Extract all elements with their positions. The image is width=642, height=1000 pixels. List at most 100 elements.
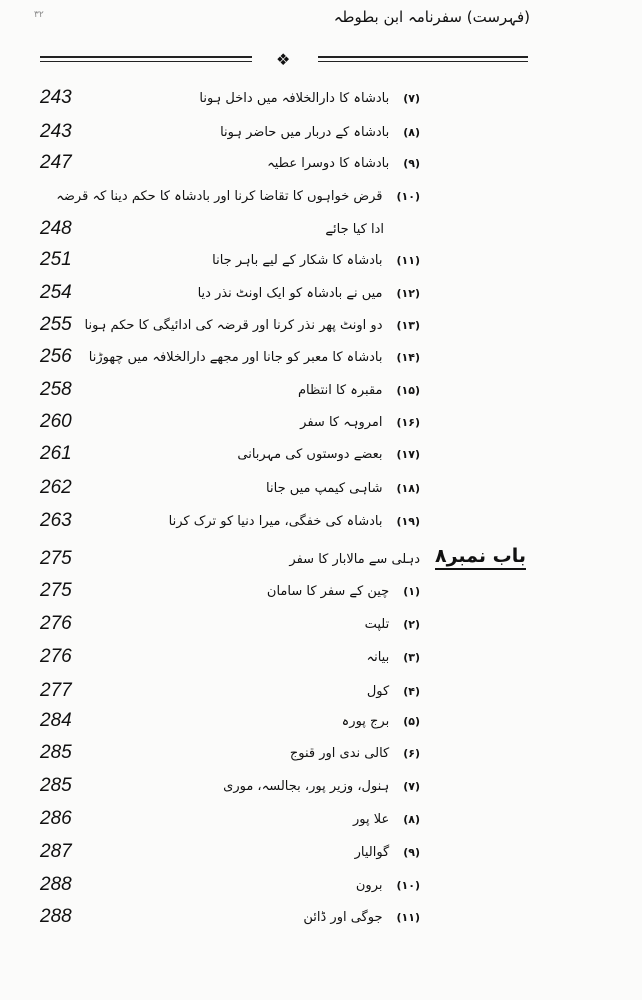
entry-number: (۹) xyxy=(403,846,420,859)
toc-entry: 262 (۱۸) شاہی کیمپ میں جانا xyxy=(0,476,642,506)
entry-number: (۱۷) xyxy=(396,448,421,461)
toc-entry: 288 (۱۰) برون xyxy=(0,873,642,903)
entry-text: ادا کیا جائے xyxy=(325,222,384,237)
toc-entry: 255 (۱۳) دو اونٹ پھر نذر کرنا اور قرضہ کی … xyxy=(0,313,642,343)
entry-title: (۱۱) بادشاہ کا شکار کے لیے باہر جانا xyxy=(212,250,420,272)
header-ornament-icon: ❖ xyxy=(276,50,291,69)
toc-entry: 288 (۱۱) جوگی اور ڈائن xyxy=(0,905,642,935)
page-number: 275 xyxy=(40,548,72,569)
entry-text: قرض خواہوں کا تقاضا کرنا اور بادشاہ کا ح… xyxy=(56,189,383,204)
entry-title: (۹) بادشاہ کا دوسرا عطیہ xyxy=(267,153,420,175)
entry-text: گوالیار xyxy=(354,845,390,860)
page-number: 288 xyxy=(40,906,72,927)
entry-title: (۶) کالی ندی اور قنوج xyxy=(290,743,420,765)
toc-entry: 243 (۸) بادشاہ کے دربار میں حاضر ہونا xyxy=(0,120,642,150)
entry-title: (۱۲) میں نے بادشاہ کو ایک اونٹ نذر دیا xyxy=(198,283,420,305)
entry-text: میں نے بادشاہ کو ایک اونٹ نذر دیا xyxy=(197,286,383,301)
entry-number: (۱۲) xyxy=(396,287,421,300)
entry-text: بادشاہ کا شکار کے لیے باہر جانا xyxy=(212,253,383,268)
toc-entry: (۱۰) قرض خواہوں کا تقاضا کرنا اور بادشاہ … xyxy=(0,184,642,214)
header-rule-right xyxy=(318,56,528,62)
page-number: 261 xyxy=(40,443,72,464)
toc-entry: 276 (۳) بیانہ xyxy=(0,645,642,675)
page-number: 285 xyxy=(40,742,72,763)
entry-text: کول xyxy=(366,684,390,699)
entry-text: دہلی سے مالابار کا سفر xyxy=(289,552,420,567)
entry-number: (۱۸) xyxy=(396,482,421,495)
entry-text: چین کے سفر کا سامان xyxy=(266,584,390,599)
chapter-heading: باب نمبر۸ xyxy=(434,545,526,570)
entry-title: (۹) گوالیار xyxy=(355,842,420,864)
entry-title: ادا کیا جائے xyxy=(325,219,384,241)
toc-entry: 243 (۷) بادشاہ کا دارالخلافہ میں داخل ہونا xyxy=(0,86,642,116)
page-number: 288 xyxy=(40,874,72,895)
entry-number: (۵) xyxy=(403,715,420,728)
toc-entry: 247 (۹) بادشاہ کا دوسرا عطیہ xyxy=(0,151,642,181)
entry-text: برج پورہ xyxy=(341,714,390,729)
page-number: 284 xyxy=(40,710,72,731)
entry-title: (۱۷) بعضے دوستوں کی مہربانی xyxy=(237,444,420,466)
running-header: (فہرست) سفرنامہ ابن بطوطہ xyxy=(333,8,530,26)
entry-number: (۱۶) xyxy=(396,416,421,429)
entry-title: (۴) کول xyxy=(367,681,420,703)
entry-title: (۱۱) جوگی اور ڈائن xyxy=(303,907,420,929)
toc-entry: 261 (۱۷) بعضے دوستوں کی مہربانی xyxy=(0,442,642,472)
entry-number: (۱۱) xyxy=(396,911,421,924)
entry-title: (۱۰) برون xyxy=(356,875,420,897)
entry-title: (۱۶) امروہہ کا سفر xyxy=(300,412,420,434)
page-number: 256 xyxy=(40,346,72,367)
entry-title: (۳) بیانہ xyxy=(366,647,420,669)
entry-number: (۱۵) xyxy=(396,384,421,397)
page-number: 276 xyxy=(40,613,72,634)
entry-title: (۱۵) مقبرہ کا انتظام xyxy=(298,380,420,402)
entry-number: (۹) xyxy=(403,157,420,170)
entry-text: برون xyxy=(355,878,383,893)
entry-title: (۱۳) دو اونٹ پھر نذر کرنا اور قرضہ کی ادا… xyxy=(85,315,420,337)
entry-number: (۱۹) xyxy=(396,515,421,528)
entry-text: جوگی اور ڈائن xyxy=(303,910,383,925)
page-number: 243 xyxy=(40,121,72,142)
page-number: 260 xyxy=(40,411,72,432)
entry-text: بادشاہ کا دارالخلافہ میں داخل ہونا xyxy=(199,91,390,106)
toc-entry: 260 (۱۶) امروہہ کا سفر xyxy=(0,410,642,440)
entry-title: (۵) برج پورہ xyxy=(342,711,420,733)
toc-entry: 254 (۱۲) میں نے بادشاہ کو ایک اونٹ نذر دیا xyxy=(0,281,642,311)
page-number: 258 xyxy=(40,379,72,400)
entry-text: علا پور xyxy=(352,812,390,827)
entry-title: (۱۸) شاہی کیمپ میں جانا xyxy=(266,478,420,500)
header-rule-left xyxy=(40,56,252,62)
toc-entry: 256 (۱۴) بادشاہ کا معبر کو جانا اور مجھے د… xyxy=(0,345,642,375)
entry-title: (۱۰) قرض خواہوں کا تقاضا کرنا اور بادشاہ … xyxy=(56,186,420,208)
toc-entry: 286 (۸) علا پور xyxy=(0,807,642,837)
entry-title: (۱۴) بادشاہ کا معبر کو جانا اور مجھے دارا… xyxy=(89,347,420,369)
page-number: 251 xyxy=(40,249,72,270)
entry-title: (۱۹) بادشاہ کی خفگی، میرا دنیا کو ترک کرن… xyxy=(169,511,420,533)
entry-number: (۳) xyxy=(403,651,420,664)
entry-number: (۷) xyxy=(403,92,420,105)
toc-entry: 284 (۵) برج پورہ xyxy=(0,709,642,739)
entry-number: (۶) xyxy=(403,747,420,760)
entry-number: (۱۰) xyxy=(396,190,421,203)
entry-text: امروہہ کا سفر xyxy=(300,415,383,430)
page-number: 254 xyxy=(40,282,72,303)
page-mark: ۳۲ xyxy=(34,10,44,20)
toc-entry: 287 (۹) گوالیار xyxy=(0,840,642,870)
page-number: 277 xyxy=(40,680,72,701)
entry-text: دو اونٹ پھر نذر کرنا اور قرضہ کی ادائیگی… xyxy=(84,318,383,333)
entry-text: کالی ندی اور قنوج xyxy=(289,746,390,761)
page-number: 262 xyxy=(40,477,72,498)
entry-number: (۱۳) xyxy=(396,319,421,332)
toc-entry: 275 باب نمبر۸ دہلی سے مالابار کا سفر xyxy=(0,545,642,577)
entry-text: بادشاہ کے دربار میں حاضر ہونا xyxy=(220,125,390,140)
page-number: 247 xyxy=(40,152,72,173)
entry-text: بادشاہ کی خفگی، میرا دنیا کو ترک کرنا xyxy=(168,514,383,529)
toc-entry: 277 (۴) کول xyxy=(0,679,642,709)
toc-entry: 276 (۲) تلپت xyxy=(0,612,642,642)
page-number: 287 xyxy=(40,841,72,862)
entry-title: دہلی سے مالابار کا سفر xyxy=(289,549,420,571)
entry-number: (۱۰) xyxy=(396,879,421,892)
page-number: 263 xyxy=(40,510,72,531)
toc-entry: 258 (۱۵) مقبرہ کا انتظام xyxy=(0,378,642,408)
page-number: 286 xyxy=(40,808,72,829)
entry-text: بادشاہ کا دوسرا عطیہ xyxy=(267,156,390,171)
